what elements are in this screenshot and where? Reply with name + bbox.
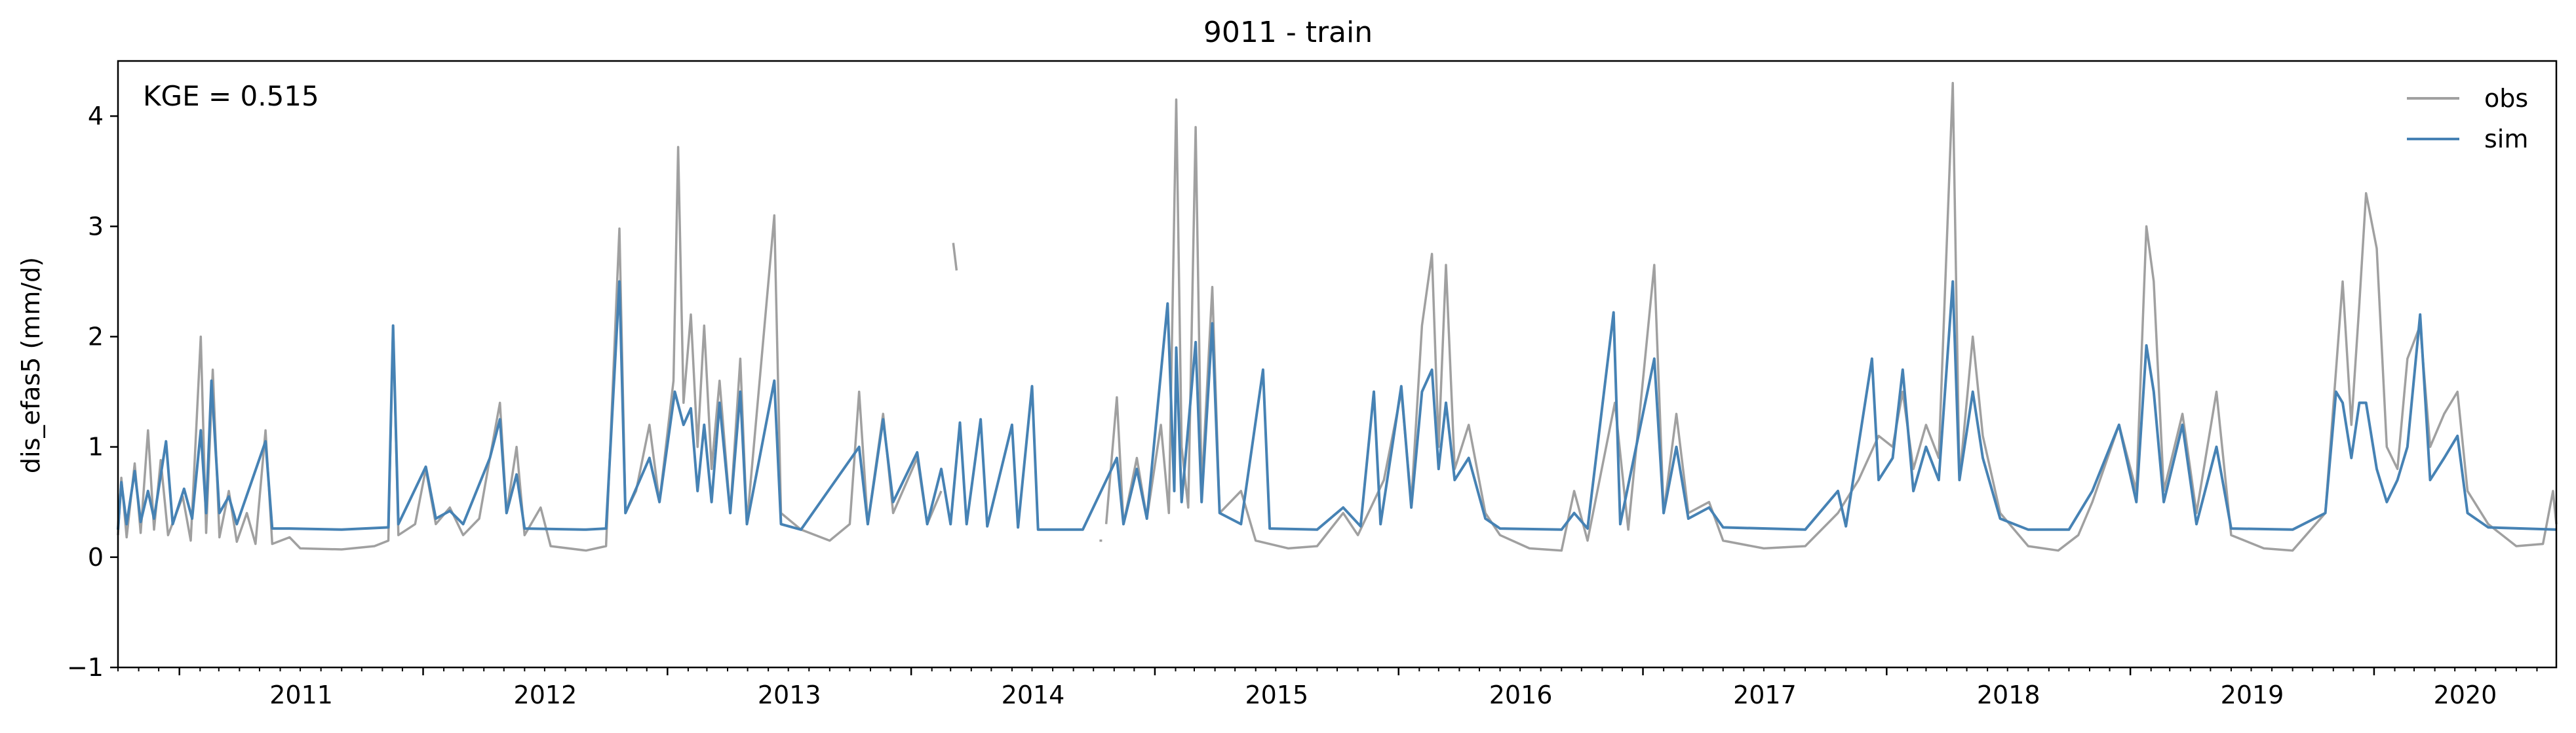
x-tick-label: 2015 (1245, 681, 1308, 709)
y-tick-label: 4 (88, 102, 104, 130)
series-obs-line-3 (1104, 81, 2558, 552)
y-tick-label: 2 (88, 322, 104, 351)
x-tick-label: 2020 (2434, 681, 2497, 709)
x-tick-label: 2016 (1489, 681, 1553, 709)
y-tick-label: 0 (88, 543, 104, 572)
plot-background (118, 61, 2556, 667)
x-tick-label: 2012 (514, 681, 577, 709)
legend-label-sim: sim (2484, 125, 2528, 153)
legend-label-obs: obs (2484, 84, 2528, 113)
x-tick-label: 2018 (1977, 681, 2040, 709)
y-tick-label: 3 (88, 212, 104, 241)
axes: −1 0 1 2 3 4 2011 2012 2013 2014 2015 2016 2017 2018 2… (67, 60, 2558, 709)
x-tick-label: 2011 (269, 681, 333, 709)
x-tick-label: 2019 (2221, 681, 2284, 709)
x-tick-label: 2014 (1002, 681, 1065, 709)
y-tick-label: −1 (67, 653, 104, 682)
plot-area (117, 61, 2558, 667)
x-tick-label: 2017 (1733, 681, 1797, 709)
chart-title: 9011 - train (1203, 16, 1373, 49)
kge-annotation: KGE = 0.515 (143, 80, 319, 112)
series-obs-line-2 (952, 243, 958, 271)
legend: obs sim (2407, 84, 2528, 153)
x-tick-label: 2013 (758, 681, 821, 709)
series-sim-line-1 (117, 280, 2557, 531)
y-axis-label: dis_efas5 (mm/d) (16, 257, 45, 473)
y-tick-label: 1 (88, 433, 104, 462)
